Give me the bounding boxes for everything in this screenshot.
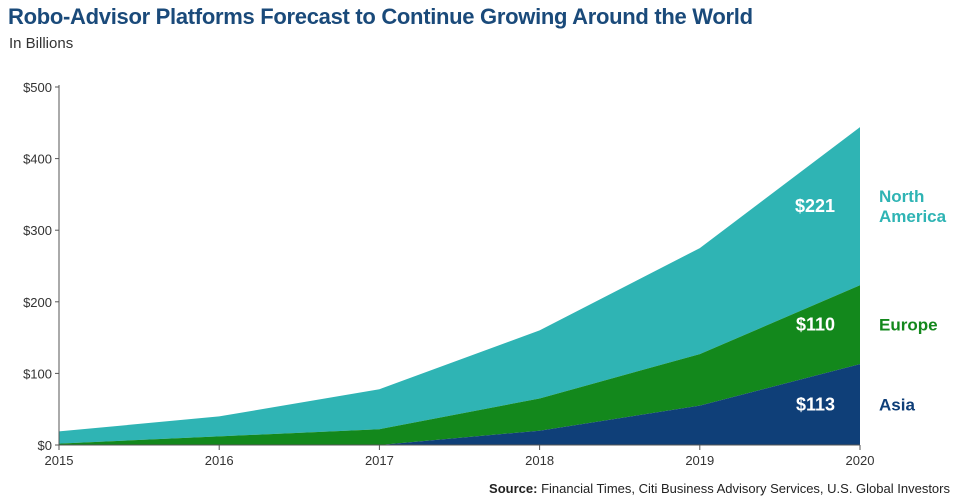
x-tick-label: 2016 [205,453,234,468]
y-tick-label: $0 [38,438,52,453]
x-tick-label: 2015 [45,453,74,468]
value-label: $113 [796,395,835,415]
x-tick-label: 2019 [685,453,714,468]
value-label: $221 [795,196,835,216]
source-label: Source: [489,481,538,496]
area-layers [59,127,860,445]
legend-label: North America [879,187,947,226]
area-europe [59,285,860,445]
legend-label: Europe [879,316,938,335]
y-tick-label: $500 [23,80,52,95]
area-asia [59,364,860,445]
value-labels: $113 $110 $221 [795,196,835,414]
y-tick-label: $200 [23,295,52,310]
x-tick-label: 2018 [525,453,554,468]
value-label: $110 [796,315,835,335]
area-north-america [59,127,860,444]
chart-title: Robo-Advisor Platforms Forecast to Conti… [8,4,753,29]
source-text: Financial Times, Citi Business Advisory … [537,481,950,496]
y-tick-label: $300 [23,223,52,238]
legend-label: Asia [879,396,915,415]
axes: $0 $100 $200 $300 $400 $500 2015 2016 2017 2018 20… [23,80,874,468]
chart-subtitle: In Billions [9,35,74,52]
x-tick-label: 2020 [846,453,875,468]
x-tick-label: 2017 [365,453,394,468]
y-tick-label: $400 [23,152,52,167]
y-tick-label: $100 [23,366,52,381]
source-note: Source: Financial Times, Citi Business A… [489,481,950,496]
legend: Asia Europe North America [879,187,947,414]
